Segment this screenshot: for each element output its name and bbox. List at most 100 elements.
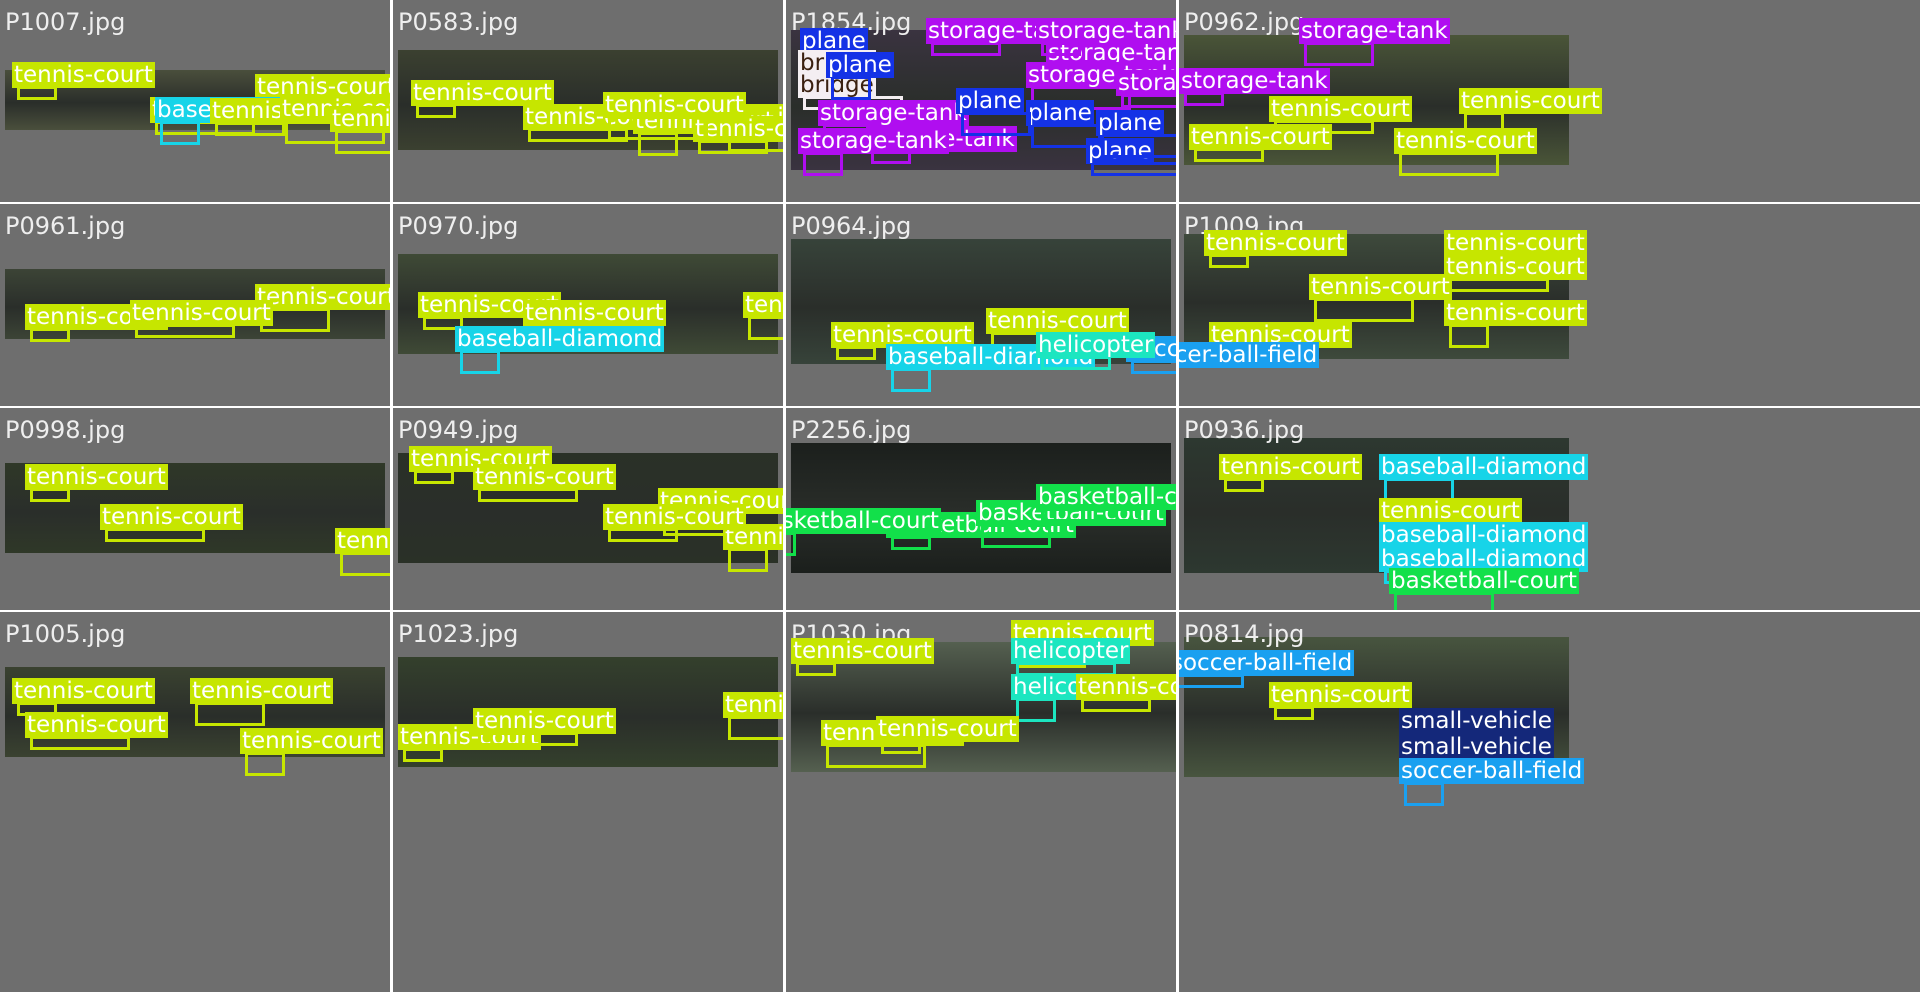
detection-box <box>881 740 921 754</box>
detection-box <box>1304 42 1374 66</box>
detection-box <box>1224 478 1264 492</box>
image-tile: P0964.jpgtennis-courttennis-courtsoccer-… <box>786 204 1176 406</box>
detection-label: tennis-court <box>25 464 168 490</box>
detection-label: tennis-court <box>876 716 1019 742</box>
detection-label: helicopter <box>1011 638 1131 664</box>
detection-label: tennis-court <box>723 524 783 550</box>
detection-label: tennis-court <box>1076 674 1176 700</box>
detection-box <box>135 324 235 338</box>
detection-label: storage-tank <box>1299 18 1450 44</box>
detection-box <box>478 732 578 746</box>
tile-filename: P1007.jpg <box>5 8 126 36</box>
detection-box <box>105 528 205 542</box>
detection-label: tennis-court <box>603 92 746 118</box>
detection-box <box>403 748 443 762</box>
detection-label: tennis-court <box>1459 88 1602 114</box>
detection-box <box>831 76 871 100</box>
image-tile: P0962.jpg storage-tank storage-tank tennis-… <box>1179 0 1920 202</box>
detection-box <box>1121 94 1176 108</box>
detection-box <box>1041 508 1141 522</box>
detection-label: baseball-diamond <box>1379 522 1589 548</box>
tile-filename: P1023.jpg <box>398 620 519 648</box>
detection-label: tennis-court <box>12 678 155 704</box>
detection-label: storage-tank <box>798 128 949 154</box>
detection-box <box>796 662 836 676</box>
detection-box <box>931 42 1001 56</box>
detection-box <box>1399 152 1499 176</box>
detection-label: tennis-court <box>791 638 934 664</box>
tile-filename: P0998.jpg <box>5 416 126 444</box>
detection-box <box>17 86 57 100</box>
detection-label: tennis-court <box>1269 96 1412 122</box>
detection-box <box>961 112 1031 136</box>
detection-label: helicopter <box>1036 332 1156 358</box>
detection-label: soccer-ball-field <box>1179 650 1355 676</box>
detection-label: baseball-diamond <box>455 326 665 352</box>
detection-label: storage-tank <box>818 100 969 126</box>
detection-box <box>335 130 390 154</box>
detection-box <box>1091 162 1176 176</box>
detection-label: plane <box>956 88 1024 114</box>
detection-label: tennis-court <box>1444 300 1587 326</box>
detection-box <box>160 121 200 145</box>
detection-label: plane <box>1026 100 1094 126</box>
detection-label: tennis-court <box>240 728 383 754</box>
detection-box <box>478 488 578 502</box>
image-tile: P1007.jpg tennis-court tennis-court tennis-… <box>0 0 390 202</box>
detection-box <box>1101 134 1176 158</box>
detection-label: storage-tank <box>1179 68 1330 94</box>
image-tile: P1005.jpg tennis-court tennis-court tennis-… <box>0 612 390 992</box>
detection-box <box>460 350 500 374</box>
detection-box <box>1449 278 1549 292</box>
detection-box <box>1131 360 1176 374</box>
detection-label: tennis-court <box>693 116 783 142</box>
detection-box <box>608 116 708 140</box>
detection-box <box>728 548 768 572</box>
detection-box <box>340 552 390 576</box>
tile-filename: P0814.jpg <box>1184 620 1305 648</box>
detection-box <box>414 470 454 484</box>
detection-label: tennis-court <box>1394 128 1537 154</box>
detection-label: tennis-court <box>831 322 974 348</box>
detection-label: tennis-court <box>1309 274 1452 300</box>
detection-box <box>1184 92 1224 106</box>
detection-box <box>215 122 285 136</box>
image-tile: P0998.jpg tennis-court tennis-court tennis-… <box>0 408 390 610</box>
detection-label: tennis-court <box>255 74 390 100</box>
detection-label: soccer-ball-field <box>1179 342 1320 368</box>
detection-box <box>30 736 130 750</box>
detection-box <box>981 524 1051 548</box>
detection-label: tennis-court <box>12 62 155 88</box>
detection-label: tennis-court <box>255 284 390 310</box>
image-tile: P1009.jpg tennis-court tennis-court tennis-… <box>1179 204 1920 406</box>
detection-box <box>1314 298 1414 322</box>
detection-box <box>245 752 285 776</box>
image-tile: P0970.jpgtennis-courttennis-courttennis-… <box>393 204 783 406</box>
detection-box <box>698 140 768 154</box>
detection-label: small-vehicle <box>1399 708 1554 734</box>
detection-box <box>803 152 843 176</box>
tile-filename: P1005.jpg <box>5 620 126 648</box>
detection-box <box>1081 698 1151 712</box>
detection-label: tennis-court <box>1444 254 1587 280</box>
detection-label: soccer-ball-field <box>1399 758 1585 784</box>
detection-box <box>891 368 931 392</box>
detection-label: tennis-court <box>335 528 390 554</box>
detection-label: tennis-court <box>603 504 746 530</box>
image-tile: P0583.jpg tennis-court tennis-court tennis-… <box>393 0 783 202</box>
detection-label: tennis-court <box>1189 124 1332 150</box>
tile-filename: P0970.jpg <box>398 212 519 240</box>
detection-label: tennis-court <box>986 308 1129 334</box>
detection-box <box>1041 42 1081 56</box>
tile-filename: P0964.jpg <box>791 212 912 240</box>
detection-label: storage-tank <box>1036 18 1176 44</box>
detection-label: small-vehicle <box>1399 734 1554 760</box>
tile-filename: P0583.jpg <box>398 8 519 36</box>
detection-box <box>1274 706 1314 720</box>
detection-label: tennis-court <box>1204 230 1347 256</box>
image-tile: P1030.jpg tennis-court tennis-court helicop… <box>786 612 1176 992</box>
detection-box <box>1394 592 1494 610</box>
detection-box <box>748 316 783 340</box>
detection-label: basketball-court <box>786 508 941 534</box>
